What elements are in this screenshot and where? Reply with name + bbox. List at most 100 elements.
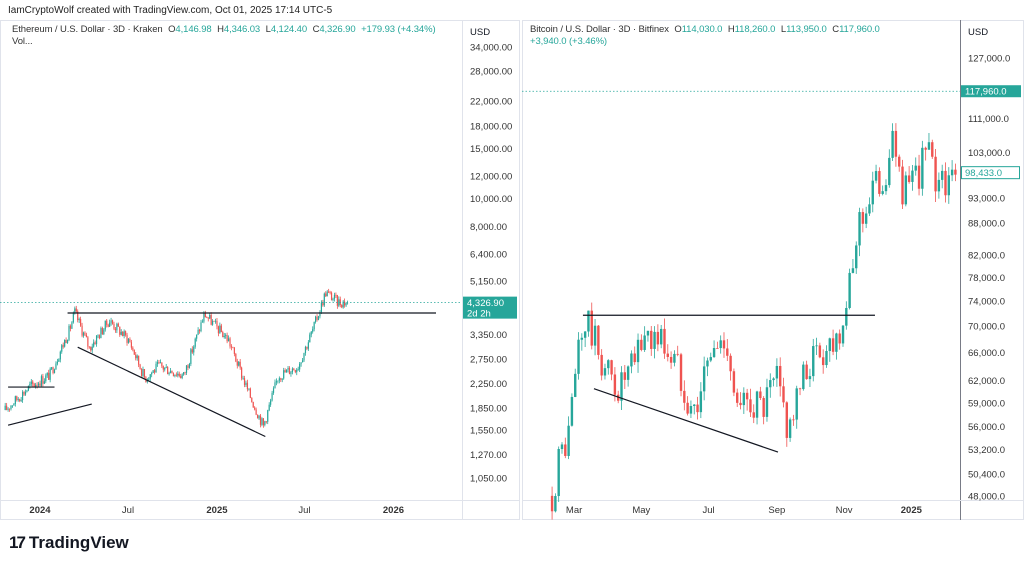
candle [272, 386, 275, 395]
candle [159, 359, 161, 364]
eth-chart-pane[interactable]: USD 34,000.00 28,000.00 22,000.00 18,000.00 1… [0, 20, 520, 520]
candle [716, 341, 719, 349]
candle [712, 340, 716, 358]
candle [101, 326, 103, 335]
candle [696, 396, 699, 420]
volume-indicator[interactable]: Vol... [12, 36, 33, 47]
candle [679, 352, 683, 397]
candle [190, 347, 192, 367]
candles [550, 123, 957, 520]
candle [204, 310, 206, 318]
candle [580, 333, 584, 351]
candle [127, 338, 130, 344]
currency-label[interactable]: USD [968, 27, 988, 38]
candle-body [171, 370, 173, 374]
candle [911, 165, 914, 191]
trendline[interactable] [7, 403, 92, 426]
candle-body [69, 325, 72, 329]
candle [881, 185, 884, 196]
candle-body [77, 311, 79, 321]
candle [91, 343, 93, 354]
candle-body [53, 369, 56, 373]
candle-body [225, 335, 227, 336]
candle-body [65, 339, 67, 344]
candle [217, 325, 220, 337]
candle [937, 172, 941, 199]
candle-body [328, 291, 330, 293]
trendline[interactable] [77, 346, 266, 438]
candle-body [871, 180, 874, 205]
candle-body [97, 335, 99, 337]
high-value: 118,260.0 [734, 24, 776, 35]
candle [235, 352, 237, 363]
candle [122, 331, 124, 337]
candle [306, 346, 308, 351]
candle [256, 414, 259, 419]
low-label: L [780, 24, 787, 35]
candle [59, 350, 61, 363]
btc-chart-pane[interactable]: USD 127,000.0 111,000.0 103,000.0 93,000.0 88… [522, 20, 1024, 520]
candle-body [626, 366, 630, 380]
candle-body [220, 325, 222, 333]
candle [238, 361, 240, 367]
candle [788, 417, 792, 442]
candle [921, 140, 924, 196]
candle [174, 374, 176, 378]
price-tick-label: 56,000.0 [968, 422, 1005, 433]
time-tick-label: May [632, 505, 650, 516]
candle-body [178, 373, 180, 377]
eth-symbol-title[interactable]: Ethereum / U.S. Dollar · 3D · Kraken [12, 24, 163, 35]
candle-body [557, 449, 560, 497]
candle-body [93, 342, 95, 347]
candle [765, 378, 769, 422]
candle-body [330, 292, 333, 301]
candle [252, 401, 254, 408]
candle [755, 390, 759, 425]
candle [564, 437, 567, 459]
candle-body [858, 212, 861, 246]
candle-body [272, 388, 275, 393]
candle-body [21, 391, 24, 401]
candle [77, 309, 79, 323]
candle-body [878, 171, 881, 194]
low-label: L [265, 24, 271, 35]
candle-body [344, 301, 346, 306]
candle [313, 321, 315, 332]
candle [888, 149, 891, 188]
candle-body [818, 345, 822, 358]
candle [336, 294, 338, 309]
trendline[interactable] [593, 388, 779, 453]
candle [792, 414, 795, 426]
candle-body [11, 405, 14, 407]
candle [878, 167, 881, 197]
candle-body [673, 353, 676, 363]
candle-body [778, 365, 782, 387]
candle-body [252, 402, 254, 408]
candle [762, 396, 765, 425]
candle [197, 327, 199, 336]
candle-body [706, 360, 709, 367]
currency-label[interactable]: USD [470, 27, 490, 38]
candle [181, 373, 183, 380]
candle-body [339, 299, 341, 306]
candle-body [169, 370, 172, 374]
candle-body [765, 387, 769, 417]
candle-body [262, 418, 264, 426]
candle-body [142, 369, 144, 376]
candle [229, 336, 231, 349]
candle-body [759, 391, 762, 399]
candle [805, 360, 808, 380]
candle [818, 342, 822, 359]
candle-body [100, 328, 102, 339]
candle [686, 396, 689, 416]
candle [831, 329, 835, 356]
candle-body [739, 402, 742, 406]
candle-body [207, 317, 209, 319]
candle [151, 371, 153, 378]
btc-symbol-title[interactable]: Bitcoin / U.S. Dollar · 3D · Bitfinex [530, 24, 669, 35]
candle-body [45, 375, 47, 382]
candle [341, 304, 343, 309]
price-tick-label: 3,350.00 [470, 330, 507, 341]
candle-body [167, 366, 169, 375]
